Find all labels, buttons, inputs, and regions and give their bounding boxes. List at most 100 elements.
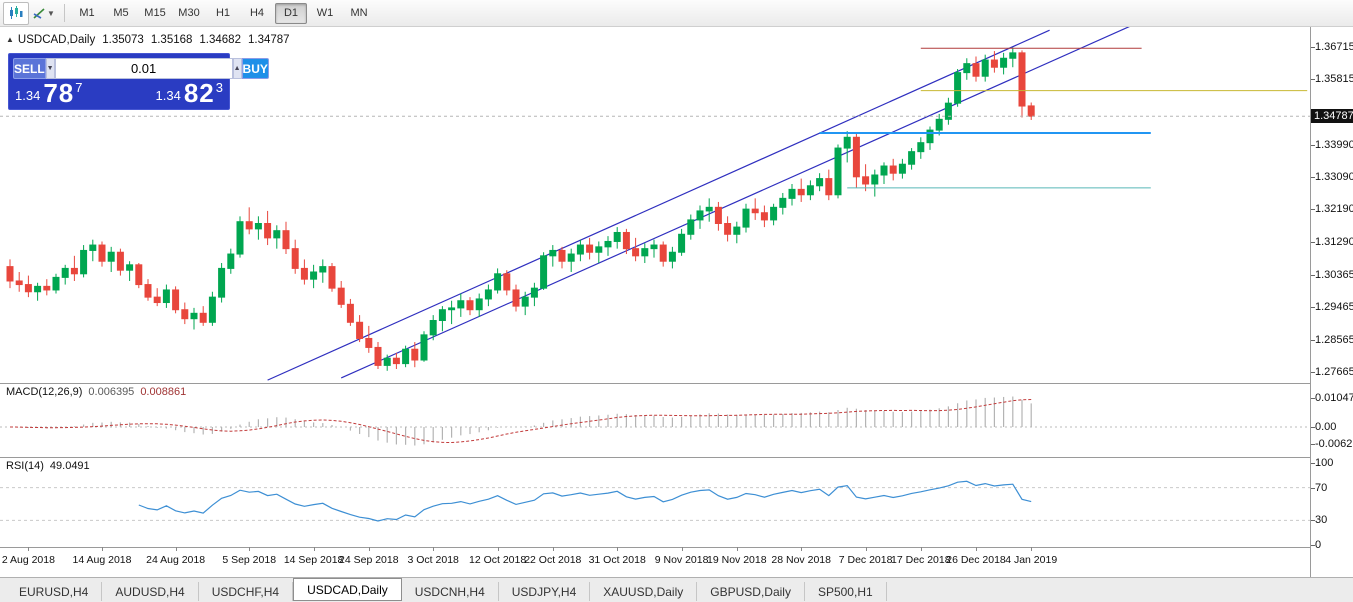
rsi-axis-label: 30 <box>1315 514 1328 527</box>
time-axis-tick <box>920 547 922 551</box>
price-axis-tick <box>1311 339 1315 341</box>
candlestick-chart[interactable] <box>0 27 1310 383</box>
price-axis-label: 1.31290 <box>1315 235 1353 248</box>
ohlc-low: 1.34682 <box>199 34 241 46</box>
rsi-axis-label: 100 <box>1315 457 1334 469</box>
buy-button[interactable]: BUY <box>241 58 269 79</box>
dropdown-caret-icon[interactable]: ▼ <box>47 8 55 18</box>
bid-digits: 78 <box>43 78 75 108</box>
time-axis-label: 3 Oct 2018 <box>407 554 459 566</box>
line-tools-icon[interactable]: ▼ <box>31 2 57 25</box>
chart-symbol-title: USDCAD,Daily <box>17 34 96 46</box>
time-axis-tick <box>313 547 315 551</box>
lot-decrease-button[interactable]: ▼ <box>45 58 55 79</box>
time-axis-label: 19 Nov 2018 <box>707 554 767 566</box>
price-axis[interactable]: 1.34787 1.36715 1.35815 1.33990 1.33090 1.32… <box>1310 27 1353 577</box>
time-axis-tick <box>617 547 619 551</box>
price-axis-tick <box>1311 79 1315 81</box>
timeframe-button-mn[interactable]: MN <box>350 7 368 19</box>
panel-separator[interactable] <box>0 383 1353 384</box>
macd-axis-label: -0.006218 <box>1315 438 1353 451</box>
rsi-axis-tick <box>1311 463 1315 464</box>
time-axis-tick <box>433 547 435 551</box>
toolbar: ▼ M1 M5 M15 M30 H1 H4 D1 W1 MN <box>0 0 1353 27</box>
chart-shift-icon: ▲ <box>6 35 14 44</box>
one-click-trading-panel: SELL ▼ ▲ BUY 1.34 78 7 1.34 82 3 <box>8 53 269 110</box>
time-axis-label: 12 Oct 2018 <box>468 554 527 566</box>
timeframe-button-h4[interactable]: H4 <box>249 7 265 19</box>
chart-tab[interactable]: SP500,H1 <box>805 582 887 601</box>
time-axis-label: 5 Sep 2018 <box>222 554 277 566</box>
rsi-chart[interactable] <box>0 457 1310 547</box>
time-axis-tick <box>865 547 867 551</box>
candlestick-glyph <box>10 6 23 19</box>
chart-tab[interactable]: AUDUSD,H4 <box>102 582 199 601</box>
ask-pip: 3 <box>215 80 223 95</box>
timeframe-button-w1[interactable]: W1 <box>316 7 334 19</box>
time-axis-tick <box>175 547 177 551</box>
timeframe-button-m15[interactable]: M15 <box>144 7 166 19</box>
time-axis-label: 9 Nov 2018 <box>654 554 709 566</box>
rsi-axis-label: 0 <box>1315 539 1322 551</box>
time-axis-label: 24 Aug 2018 <box>146 554 206 566</box>
price-axis-label: 1.27665 <box>1315 366 1353 379</box>
price-axis-tick <box>1311 46 1315 48</box>
macd-axis-tick <box>1311 444 1315 446</box>
lot-increase-button[interactable]: ▲ <box>232 58 242 79</box>
time-axis[interactable]: 2 Aug 2018 14 Aug 2018 24 Aug 2018 5 Sep 20… <box>0 547 1310 577</box>
price-axis-tick <box>1311 372 1315 374</box>
sell-button[interactable]: SELL <box>13 58 46 79</box>
timeframe-button-d1[interactable]: D1 <box>275 2 307 24</box>
chart-tab[interactable]: USDJPY,H4 <box>499 582 591 601</box>
chart-tab[interactable]: GBPUSD,Daily <box>697 582 805 601</box>
time-axis-tick <box>249 547 251 551</box>
chart-window-icon[interactable] <box>3 1 29 25</box>
chart-tab[interactable]: EURUSD,H4 <box>6 582 103 601</box>
time-axis-label: 31 Oct 2018 <box>588 554 646 566</box>
macd-axis-tick <box>1311 397 1315 399</box>
price-axis-tick <box>1311 177 1315 179</box>
time-axis-label: 14 Aug 2018 <box>72 554 132 566</box>
price-axis-label: 1.28565 <box>1315 333 1353 346</box>
timeframe-button-m30[interactable]: M30 <box>178 7 200 19</box>
ohlc-open: 1.35073 <box>102 34 144 46</box>
price-axis-label: 1.35815 <box>1315 73 1353 86</box>
rsi-label-row: RSI(14) 49.0491 <box>6 460 96 472</box>
macd-axis-label: 0.00 <box>1315 421 1337 433</box>
price-axis-tick <box>1311 144 1315 146</box>
macd-label-row: MACD(12,26,9) 0.006395 0.008861 <box>6 386 192 398</box>
chart-tab[interactable]: USDCHF,H4 <box>199 582 294 601</box>
rsi-name: RSI(14) <box>6 460 44 472</box>
time-axis-label: 22 Oct 2018 <box>524 554 582 566</box>
macd-main-value: 0.006395 <box>88 386 135 398</box>
price-axis-label: 1.36715 <box>1315 40 1353 53</box>
price-axis-label: 1.32190 <box>1315 203 1353 216</box>
time-axis-label: 17 Dec 2018 <box>891 554 951 566</box>
bid-prefix: 1.34 <box>15 88 41 103</box>
timeframe-button-h1[interactable]: H1 <box>215 7 231 19</box>
lot-size-input[interactable] <box>54 58 233 79</box>
macd-axis-label: 0.010474 <box>1315 391 1353 404</box>
time-axis-tick <box>368 547 370 551</box>
chart-tab[interactable]: USDCNH,H4 <box>402 582 499 601</box>
panel-separator <box>0 547 1353 548</box>
price-axis-label: 1.30365 <box>1315 269 1353 282</box>
chart-window: ▲ USDCAD,Daily 1.35073 1.35168 1.34682 1.3478… <box>0 27 1353 577</box>
time-axis-label: 26 Dec 2018 <box>946 554 1006 566</box>
panel-separator[interactable] <box>0 457 1353 458</box>
timeframe-button-m5[interactable]: M5 <box>113 7 129 19</box>
current-price-marker: 1.34787 <box>1311 109 1353 124</box>
time-axis-tick <box>497 547 499 551</box>
chart-tab[interactable]: USDCAD,Daily <box>293 578 402 601</box>
bid-pip: 7 <box>75 80 83 95</box>
timeframe-button-m1[interactable]: M1 <box>79 7 95 19</box>
time-axis-tick <box>681 547 683 551</box>
time-axis-tick <box>801 547 803 551</box>
chart-tab-bar: EURUSD,H4 AUDUSD,H4 USDCHF,H4 USDCAD,Daily U… <box>0 577 1353 602</box>
price-axis-tick <box>1311 275 1315 277</box>
chart-tab[interactable]: XAUUSD,Daily <box>590 582 698 601</box>
price-axis-tick <box>1311 241 1315 243</box>
macd-chart[interactable] <box>0 383 1310 457</box>
rsi-axis-tick <box>1311 487 1315 489</box>
macd-signal-value: 0.008861 <box>140 386 187 398</box>
